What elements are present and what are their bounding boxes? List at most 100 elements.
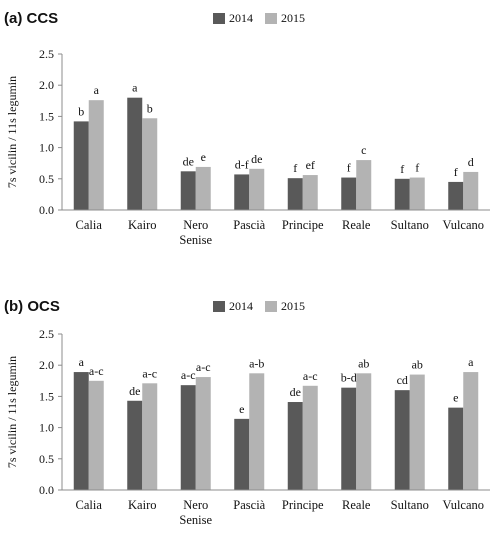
legend-item-2015: 2015: [265, 299, 305, 314]
x-tick-label: Vulcano: [442, 218, 484, 232]
bar-annotation: d: [468, 155, 474, 169]
bar-2015: [409, 177, 425, 210]
legend-item-2015: 2015: [265, 11, 305, 26]
y-tick-label: 2.0: [39, 358, 54, 372]
chart-panel-ocs: (b) OCS 2014 2015 0.0 0.5 1.0 1.5 2.0 2.5 7s v…: [0, 280, 503, 550]
x-tick-label: Nero: [183, 218, 208, 232]
bar-annotation: a-c: [303, 369, 318, 383]
bar-annotation: c: [361, 143, 366, 157]
bar-annotation: a-c: [181, 368, 196, 382]
bar-annotation: f: [293, 161, 297, 175]
bar-2014: [394, 390, 410, 490]
y-axis-label: 7s vicilin / 11s legumin: [5, 356, 19, 468]
y-tick-label: 0.5: [39, 452, 54, 466]
bar-annotation: f: [454, 165, 458, 179]
bar-annotation: a: [79, 355, 85, 369]
bar-2015: [249, 168, 265, 210]
chart-title: (a) CCS: [4, 10, 59, 27]
legend-label-2014: 2014: [229, 299, 253, 313]
legend-item-2014: 2014: [213, 11, 253, 26]
y-axis-label: 7s vicilin / 11s legumin: [5, 76, 19, 188]
bar-2015: [88, 100, 104, 210]
bar-2014: [341, 387, 357, 490]
bar-2015: [195, 377, 211, 490]
bar-annotation: ab: [358, 356, 369, 370]
bar-annotation: ef: [306, 158, 315, 172]
legend-swatch-2015: [265, 13, 277, 24]
bar-annotation: a: [132, 81, 138, 95]
legend-swatch-2015: [265, 301, 277, 312]
y-tick-label: 2.0: [39, 78, 54, 92]
bar-2014: [234, 418, 250, 490]
y-tick-label: 2.5: [39, 47, 54, 61]
bar-annotation: b-d: [341, 371, 357, 385]
x-tick-label: Senise: [179, 233, 212, 247]
bar-annotation: d-f: [235, 157, 249, 171]
x-tick-label: Calia: [76, 498, 103, 512]
bar-annotation: de: [290, 385, 301, 399]
bar-annotation: a-c: [142, 366, 157, 380]
y-tick-label: 1.0: [39, 141, 54, 155]
bar-annotation: e: [453, 391, 458, 405]
bar-annotation: de: [129, 384, 140, 398]
bar-annotation: a: [468, 355, 474, 369]
bar-annotation: a: [94, 83, 100, 97]
bar-2015: [302, 385, 318, 490]
legend-swatch-2014: [213, 301, 225, 312]
bar-2014: [448, 181, 464, 210]
x-tick-label: Pascià: [233, 498, 265, 512]
x-tick-label: Principe: [282, 218, 324, 232]
bar-annotation: e: [239, 402, 244, 416]
bar-2014: [234, 174, 250, 210]
x-tick-label: Reale: [342, 498, 371, 512]
bar-annotation: de: [183, 154, 194, 168]
legend-label-2015: 2015: [281, 11, 305, 25]
bar-2014: [127, 97, 143, 210]
chart-panel-ccs: (a) CCS 2014 2015 0.0 0.5 1.0 1.5 2.0 2.5 7s v…: [0, 0, 503, 270]
x-tick-label: Kairo: [128, 218, 156, 232]
bar-2015: [142, 383, 158, 490]
y-tick-label: 1.0: [39, 421, 54, 435]
bar-annotation: f: [400, 162, 404, 176]
bar-2015: [249, 373, 265, 490]
bar-2014: [394, 178, 410, 210]
x-tick-label: Principe: [282, 498, 324, 512]
bar-annotation: a-c: [89, 364, 104, 378]
bar-2014: [127, 400, 143, 490]
y-tick-label: 1.5: [39, 109, 54, 123]
bar-2014: [180, 385, 196, 490]
bar-annotation: de: [251, 152, 262, 166]
bar-annotation: a-b: [249, 356, 264, 370]
bar-annotation: b: [78, 104, 84, 118]
bar-annotation: cd: [397, 373, 408, 387]
x-tick-label: Kairo: [128, 498, 156, 512]
legend-swatch-2014: [213, 13, 225, 24]
y-tick-label: 0.0: [39, 203, 54, 217]
bar-2014: [287, 402, 303, 490]
bar-2014: [341, 177, 357, 210]
y-tick-label: 0.5: [39, 172, 54, 186]
x-tick-label: Sultano: [391, 218, 429, 232]
bar-annotation: a-c: [196, 360, 211, 374]
y-tick-label: 2.5: [39, 327, 54, 341]
bar-annotation: b: [147, 101, 153, 115]
bar-2014: [287, 178, 303, 210]
bar-annotation: ab: [412, 358, 423, 372]
bar-2015: [356, 160, 372, 210]
x-tick-label: Calia: [76, 218, 103, 232]
chart-title: (b) OCS: [4, 298, 60, 315]
bar-2014: [448, 407, 464, 490]
legend-label-2014: 2014: [229, 11, 253, 25]
bar-2014: [73, 372, 89, 490]
x-tick-label: Vulcano: [442, 498, 484, 512]
bar-2015: [409, 374, 425, 490]
legend: 2014 2015: [213, 11, 313, 26]
x-tick-label: Reale: [342, 218, 371, 232]
chart-svg-ocs: 0.0 0.5 1.0 1.5 2.0 2.5 7s vicilin / 11s legum…: [5, 327, 490, 527]
bar-annotation: f: [347, 161, 351, 175]
bar-2015: [356, 373, 372, 490]
bar-2015: [463, 372, 479, 490]
legend-item-2014: 2014: [213, 299, 253, 314]
bar-2015: [302, 175, 318, 210]
x-tick-label: Sultano: [391, 498, 429, 512]
